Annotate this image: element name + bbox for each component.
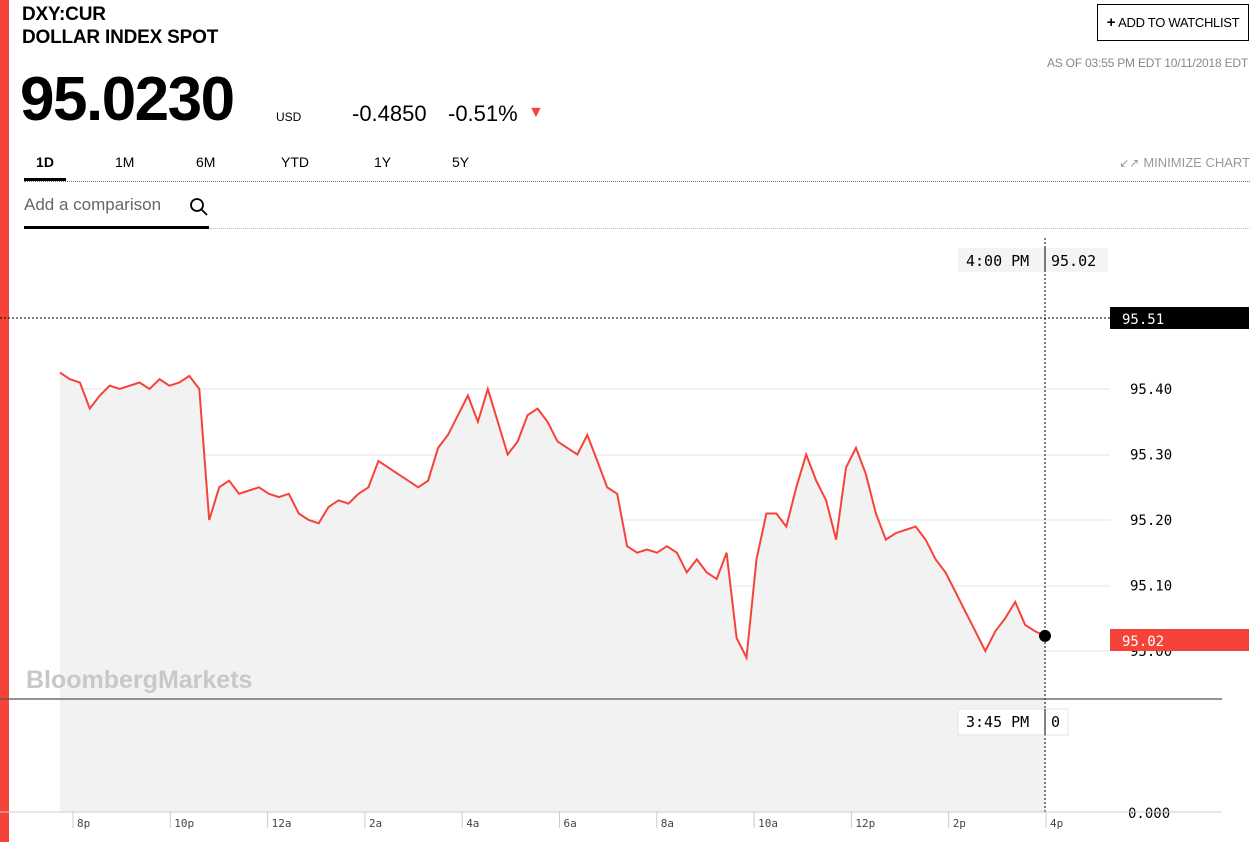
last-price: 95.0230 <box>20 65 235 134</box>
x-tick-label: 2a <box>369 817 382 830</box>
currency-code: USD <box>276 110 302 124</box>
cursor-tooltip-bg <box>958 248 1108 272</box>
y-tick-label: 95.40 <box>1130 382 1172 398</box>
minimize-label: MINIMIZE CHART <box>1143 155 1250 170</box>
x-tick-label: 12a <box>272 817 292 830</box>
tab-6m[interactable]: 6M <box>196 154 216 170</box>
watchlist-label: ADD TO WATCHLIST <box>1118 15 1240 30</box>
tab-1y[interactable]: 1Y <box>374 154 392 170</box>
tab-1m[interactable]: 1M <box>115 154 135 170</box>
x-tick-label: 8a <box>661 817 674 830</box>
price-line <box>59 371 1046 662</box>
x-tick-label: 10p <box>174 817 194 830</box>
tab-ytd[interactable]: YTD <box>281 154 309 170</box>
instrument-name: DOLLAR INDEX SPOT <box>22 27 219 48</box>
last-value-label: 95.02 <box>1122 634 1164 650</box>
volume-axis-label: 0.000 <box>1128 806 1170 822</box>
tab-5y[interactable]: 5Y <box>452 154 470 170</box>
down-arrow-icon: ▼ <box>528 104 544 121</box>
minimize-chart-button[interactable]: ↙↗ MINIMIZE CHART <box>1119 155 1250 170</box>
volume-cursor-value: 0 <box>1051 713 1060 731</box>
minimize-icon: ↙↗ <box>1119 155 1140 170</box>
x-axis-ticks: 8p 10p 12a 2a 4a 6a 8a 10a 12p 2p 4p <box>72 812 1063 830</box>
add-to-watchlist-button[interactable]: + ADD TO WATCHLIST <box>1097 4 1249 41</box>
y-tick-label: 95.10 <box>1130 579 1172 595</box>
y-tick-label: 95.30 <box>1130 448 1172 464</box>
y-tick-label: 95.20 <box>1130 513 1172 529</box>
x-tick-label: 4p <box>1050 817 1063 830</box>
x-tick-label: 8p <box>77 817 90 830</box>
last-point-marker <box>1039 629 1051 642</box>
plus-icon: + <box>1106 14 1116 31</box>
search-icon <box>190 198 208 216</box>
previous-close-label: 95.51 <box>1122 312 1164 328</box>
watermark: BloombergMarkets <box>26 666 252 694</box>
x-tick-label: 6a <box>564 817 577 830</box>
accent-bar <box>0 0 9 842</box>
tab-1d[interactable]: 1D <box>24 154 66 181</box>
x-tick-label: 4a <box>466 817 479 830</box>
comparison-search-input[interactable]: Add a comparison <box>24 192 209 229</box>
cursor-time: 4:00 PM <box>966 252 1029 270</box>
x-tick-label: 2p <box>953 817 966 830</box>
price-chart[interactable]: BloombergMarkets 95.51 95.40 95.30 95.20 95… <box>0 230 1258 842</box>
ticker-symbol: DXY:CUR <box>22 4 106 25</box>
price-change-percent: -0.51% <box>448 101 518 126</box>
volume-tooltip-bg <box>957 708 1069 736</box>
timeframe-tabs: 1D 1M 6M YTD 1Y 5Y ↙↗ MINIMIZE CHART <box>24 150 1250 182</box>
header-divider <box>210 228 1250 229</box>
x-tick-label: 10a <box>758 817 778 830</box>
price-change: -0.4850 <box>352 101 427 126</box>
volume-cursor-time: 3:45 PM <box>966 713 1029 731</box>
as-of-timestamp: AS OF 03:55 PM EDT 10/11/2018 EDT <box>1046 56 1248 70</box>
comparison-placeholder: Add a comparison <box>24 195 162 214</box>
cursor-value: 95.02 <box>1051 252 1096 270</box>
previous-close-label-bg <box>1110 307 1249 329</box>
last-value-label-bg <box>1110 629 1249 651</box>
x-tick-label: 12p <box>855 817 875 830</box>
price-area <box>60 372 1045 812</box>
